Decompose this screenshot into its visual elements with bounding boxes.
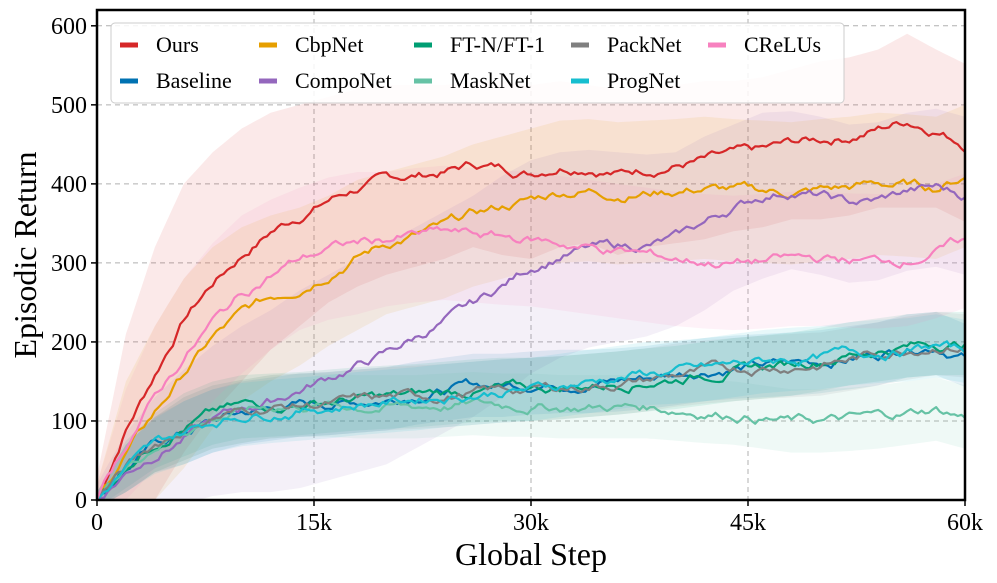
legend-label: MaskNet <box>450 68 531 93</box>
y-tick-label: 300 <box>51 251 87 277</box>
line-ft-n-ft-1 <box>96 341 966 501</box>
x-tick-label: 0 <box>91 510 103 536</box>
y-tick-label: 600 <box>51 14 87 40</box>
y-axis: 0 100 200 300 400 500 600 <box>51 14 97 514</box>
legend-box <box>110 22 845 104</box>
x-tick-label: 45k <box>730 510 766 536</box>
band-ours <box>97 33 965 500</box>
line-ours <box>95 121 966 501</box>
line-prognet <box>96 340 966 501</box>
y-tick-label: 200 <box>51 330 87 356</box>
legend-label: Ours <box>156 32 199 57</box>
legend-label: CReLUs <box>744 32 821 57</box>
band-packnet <box>97 311 965 500</box>
y-tick-label: 500 <box>51 93 87 119</box>
x-tick-label: 30k <box>513 510 549 536</box>
line-cbpnet <box>96 176 966 501</box>
legend-label: ProgNet <box>607 68 680 93</box>
x-tick-label: 15k <box>296 510 332 536</box>
band-crelus <box>97 165 965 500</box>
confidence-bands <box>97 33 965 501</box>
line-crelus <box>95 226 966 501</box>
band-ft-n-ft-1 <box>97 311 965 500</box>
y-axis-title: Episodic Return <box>7 151 43 358</box>
legend: Ours Baseline CbpNet CompoNet FT-N/FT-1 MaskN… <box>110 22 845 104</box>
x-tick-label: 60k <box>947 510 983 536</box>
y-tick-label: 100 <box>51 409 87 435</box>
series-lines <box>95 121 966 501</box>
x-axis: 0 15k 30k 45k 60k <box>91 500 983 536</box>
y-tick-label: 0 <box>75 488 87 514</box>
band-baseline <box>97 311 965 500</box>
legend-label: Baseline <box>156 68 232 93</box>
band-prognet <box>97 314 965 500</box>
legend-label: PackNet <box>607 32 682 57</box>
legend-label: CompoNet <box>295 68 392 93</box>
band-cbpnet <box>97 104 965 501</box>
legend-label: CbpNet <box>295 32 363 57</box>
y-tick-label: 400 <box>51 172 87 198</box>
legend-label: FT-N/FT-1 <box>450 32 545 57</box>
x-axis-title: Global Step <box>455 536 607 572</box>
